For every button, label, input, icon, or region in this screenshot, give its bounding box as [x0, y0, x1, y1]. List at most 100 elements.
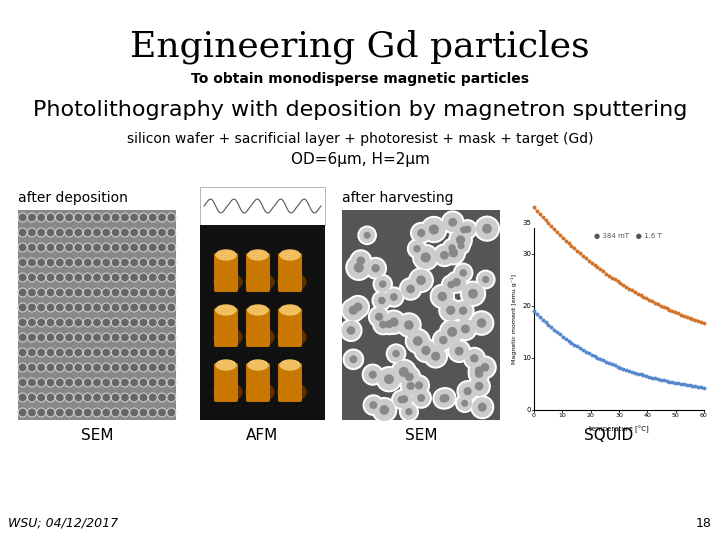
FancyBboxPatch shape [214, 308, 238, 347]
Circle shape [131, 320, 138, 326]
Circle shape [57, 409, 63, 415]
Circle shape [349, 306, 357, 314]
Circle shape [435, 390, 452, 407]
Circle shape [94, 214, 100, 220]
Text: SEM: SEM [405, 428, 437, 443]
Circle shape [479, 403, 486, 411]
Circle shape [76, 245, 81, 251]
Circle shape [418, 395, 424, 401]
Circle shape [379, 369, 400, 390]
Circle shape [38, 274, 44, 280]
Circle shape [159, 349, 165, 355]
Circle shape [85, 214, 91, 220]
Circle shape [131, 245, 138, 251]
Circle shape [57, 274, 63, 280]
Circle shape [434, 332, 452, 349]
FancyBboxPatch shape [278, 253, 302, 292]
Circle shape [390, 318, 398, 326]
Circle shape [384, 312, 404, 332]
Text: Engineering Gd particles: Engineering Gd particles [130, 30, 590, 64]
Circle shape [384, 287, 404, 307]
Circle shape [19, 214, 26, 220]
Circle shape [85, 274, 91, 280]
Text: SEM: SEM [81, 428, 113, 443]
Circle shape [456, 222, 471, 237]
Circle shape [348, 298, 367, 316]
Circle shape [131, 274, 138, 280]
Circle shape [387, 344, 406, 363]
Circle shape [159, 395, 165, 401]
Circle shape [131, 334, 138, 341]
Ellipse shape [214, 273, 242, 291]
Circle shape [408, 330, 428, 352]
Circle shape [150, 380, 156, 386]
Circle shape [150, 245, 156, 251]
Circle shape [94, 305, 100, 310]
Circle shape [131, 214, 138, 220]
Circle shape [374, 400, 395, 420]
Circle shape [150, 260, 156, 266]
Circle shape [391, 359, 416, 384]
Circle shape [94, 230, 100, 235]
Circle shape [456, 394, 474, 413]
Circle shape [481, 363, 489, 371]
Circle shape [399, 315, 419, 335]
Circle shape [140, 289, 146, 295]
Circle shape [346, 351, 361, 367]
Circle shape [354, 303, 361, 310]
Circle shape [454, 264, 473, 282]
FancyBboxPatch shape [214, 253, 238, 292]
Circle shape [464, 347, 485, 369]
Circle shape [66, 230, 72, 235]
Circle shape [405, 321, 413, 329]
Circle shape [444, 277, 459, 292]
Circle shape [94, 320, 100, 326]
Circle shape [462, 401, 467, 406]
Text: SQUID: SQUID [584, 428, 633, 443]
Circle shape [476, 370, 482, 377]
Circle shape [122, 349, 128, 355]
Circle shape [19, 245, 26, 251]
Text: 0: 0 [532, 413, 536, 418]
Circle shape [346, 255, 372, 280]
Circle shape [94, 260, 100, 266]
Circle shape [372, 265, 379, 272]
Circle shape [400, 368, 418, 386]
Circle shape [168, 349, 174, 355]
Circle shape [85, 395, 91, 401]
Circle shape [76, 320, 81, 326]
Circle shape [48, 395, 53, 401]
Circle shape [103, 409, 109, 415]
Circle shape [423, 219, 445, 240]
Circle shape [159, 260, 165, 266]
Circle shape [452, 237, 470, 255]
Text: 40: 40 [644, 413, 652, 418]
Circle shape [414, 337, 422, 345]
Circle shape [76, 395, 81, 401]
Circle shape [346, 295, 369, 319]
Circle shape [449, 228, 472, 252]
Bar [200, 187, 325, 225]
Circle shape [168, 320, 174, 326]
Circle shape [440, 395, 447, 402]
Circle shape [29, 260, 35, 266]
Circle shape [29, 380, 35, 386]
FancyBboxPatch shape [278, 363, 302, 402]
Circle shape [19, 289, 26, 295]
Circle shape [469, 311, 494, 335]
Circle shape [350, 356, 356, 362]
Circle shape [150, 305, 156, 310]
Circle shape [112, 320, 119, 326]
Circle shape [168, 364, 174, 370]
Circle shape [451, 230, 470, 249]
Ellipse shape [216, 305, 236, 315]
Circle shape [112, 274, 119, 280]
Circle shape [410, 377, 428, 394]
Circle shape [432, 286, 452, 307]
Circle shape [375, 316, 391, 333]
Circle shape [468, 375, 490, 397]
Circle shape [131, 364, 138, 370]
Circle shape [393, 361, 415, 383]
Circle shape [365, 397, 382, 413]
Circle shape [380, 406, 388, 414]
